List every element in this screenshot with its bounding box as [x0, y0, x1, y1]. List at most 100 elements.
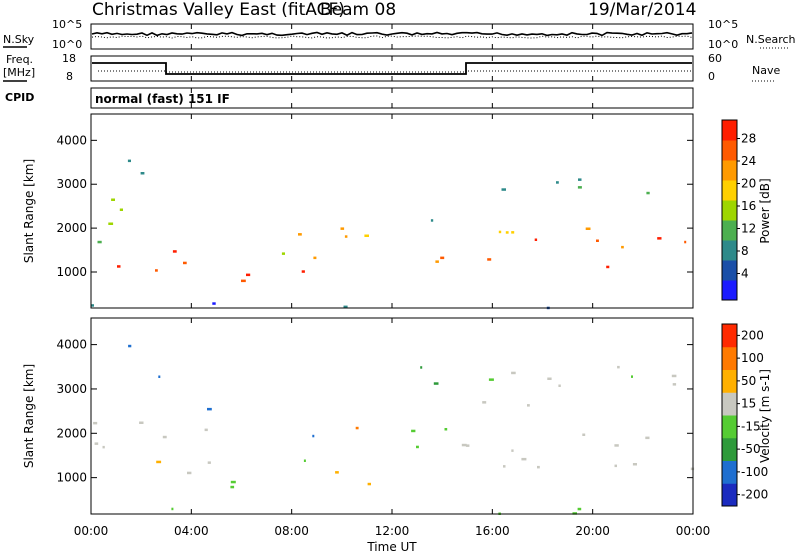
echo-cell	[547, 377, 552, 380]
echo-cell	[246, 273, 251, 277]
echo-cell	[204, 428, 208, 432]
echo-cell	[435, 260, 439, 263]
colorbar-tick-label: 20	[741, 177, 756, 191]
power-panel: 1000 2000 3000 4000 Slant Range [km] 4 8 12 16…	[22, 113, 772, 310]
echo-cell	[102, 445, 105, 449]
colorbar-tick-label: 100	[741, 351, 764, 365]
echo-cell	[430, 219, 434, 222]
echo-cell	[301, 270, 305, 273]
echo-cell	[344, 235, 348, 238]
echo-cell	[139, 421, 144, 424]
echo-cell	[585, 227, 591, 230]
range-tick-label: 2000	[56, 426, 87, 440]
echo-cell	[657, 237, 662, 240]
echo-cell	[614, 444, 619, 447]
plot-title: Christmas Valley East (fitACF)	[92, 0, 345, 20]
echo-cell	[511, 231, 515, 234]
colorbar-swatch	[722, 180, 737, 201]
echo-cell	[364, 234, 369, 237]
colorbar-swatch	[722, 200, 737, 221]
colorbar-swatch	[722, 346, 737, 370]
cpid-label: CPID	[5, 91, 34, 104]
noise-tick-left-top: 10^5	[52, 18, 82, 31]
echo-cell	[621, 245, 624, 249]
colorbar-tick-label: 28	[741, 132, 756, 146]
colorbar-swatch	[722, 120, 737, 141]
echo-cell	[577, 186, 582, 189]
frequency-panel: 18 8 60 0 Freq. [MHz] Nave	[3, 52, 780, 83]
colorbar-tick-label: 16	[741, 199, 756, 213]
echo-cell	[416, 445, 419, 449]
echo-cell	[488, 378, 494, 381]
time-tick-label: 00:00	[676, 524, 711, 538]
echo-cell	[614, 464, 617, 468]
echo-cell	[155, 269, 158, 272]
colorbar-swatch	[722, 240, 737, 261]
colorbar-swatch	[722, 260, 737, 281]
echo-cell	[312, 434, 315, 438]
echo-cell	[582, 433, 586, 436]
echo-cell	[527, 404, 530, 407]
echo-cell	[281, 252, 285, 255]
echo-cell	[117, 265, 121, 268]
echo-cell	[241, 279, 246, 283]
echo-cell	[313, 256, 317, 260]
echo-cell	[127, 159, 131, 163]
range-tick-label: 4000	[56, 338, 87, 352]
echo-cell	[340, 227, 345, 230]
echo-cell	[596, 239, 599, 242]
echo-cell	[172, 250, 177, 253]
echo-cell	[230, 480, 236, 484]
colorbar-tick-label: 50	[741, 374, 756, 388]
time-axis: 00:00 04:00 08:00 12:00 16:00 20:00 00:00	[74, 24, 711, 538]
echo-cell	[444, 428, 448, 431]
range-tick-label: 3000	[56, 177, 87, 191]
colorbar-tick-label: 4	[741, 267, 749, 281]
colorbar-tick-label: 15	[741, 397, 756, 411]
xlabel: Time UT	[366, 540, 417, 554]
echo-cell	[207, 407, 212, 411]
cpid-panel: CPID normal (fast) 151 IF	[5, 87, 694, 109]
echo-cell	[230, 485, 235, 489]
echo-cell	[482, 401, 487, 404]
range-tick-label: 2000	[56, 221, 87, 235]
nsearch-label: N.Search	[746, 33, 796, 46]
cpid-value: normal (fast) 151 IF	[95, 92, 230, 106]
velocity-colorbar-label: Velocity [m s-1]	[758, 369, 772, 463]
echo-cell	[537, 465, 540, 469]
echo-cell	[158, 375, 161, 378]
echo-cell	[521, 457, 527, 461]
echo-cell	[162, 435, 167, 439]
colorbar-swatch	[722, 483, 737, 507]
echo-cell	[111, 198, 115, 201]
echo-cell	[671, 374, 677, 378]
echo-cell	[187, 471, 192, 475]
echo-cell	[617, 365, 620, 369]
power-ylabel: Slant Range [km]	[22, 159, 36, 263]
range-tick-label: 1000	[56, 471, 87, 485]
echo-cell	[690, 467, 695, 471]
echo-cell	[465, 444, 470, 447]
range-tick-label: 3000	[56, 382, 87, 396]
colorbar-swatch	[722, 220, 737, 241]
colorbar-swatch	[722, 324, 737, 348]
echo-cell	[91, 304, 94, 307]
echo-cell	[572, 512, 577, 515]
colorbar-tick-label: -100	[741, 465, 768, 479]
noise-tick-right-top: 10^5	[708, 18, 738, 31]
colorbar-swatch	[722, 140, 737, 161]
echo-cell	[645, 436, 650, 440]
echo-cell	[212, 302, 216, 305]
echo-cell	[501, 188, 506, 191]
echo-cell	[631, 375, 633, 378]
echo-cell	[534, 238, 538, 241]
colorbar-swatch	[722, 369, 737, 393]
echo-cell	[156, 460, 162, 464]
echo-cell	[343, 305, 348, 309]
echo-cell	[140, 172, 145, 175]
echo-cell	[511, 371, 516, 375]
noise-tick-right-bottom: 10^0	[708, 38, 738, 51]
colorbar-tick-label: 200	[741, 328, 764, 342]
colorbar-tick-label: 8	[741, 244, 749, 258]
echo-cell	[461, 443, 467, 447]
